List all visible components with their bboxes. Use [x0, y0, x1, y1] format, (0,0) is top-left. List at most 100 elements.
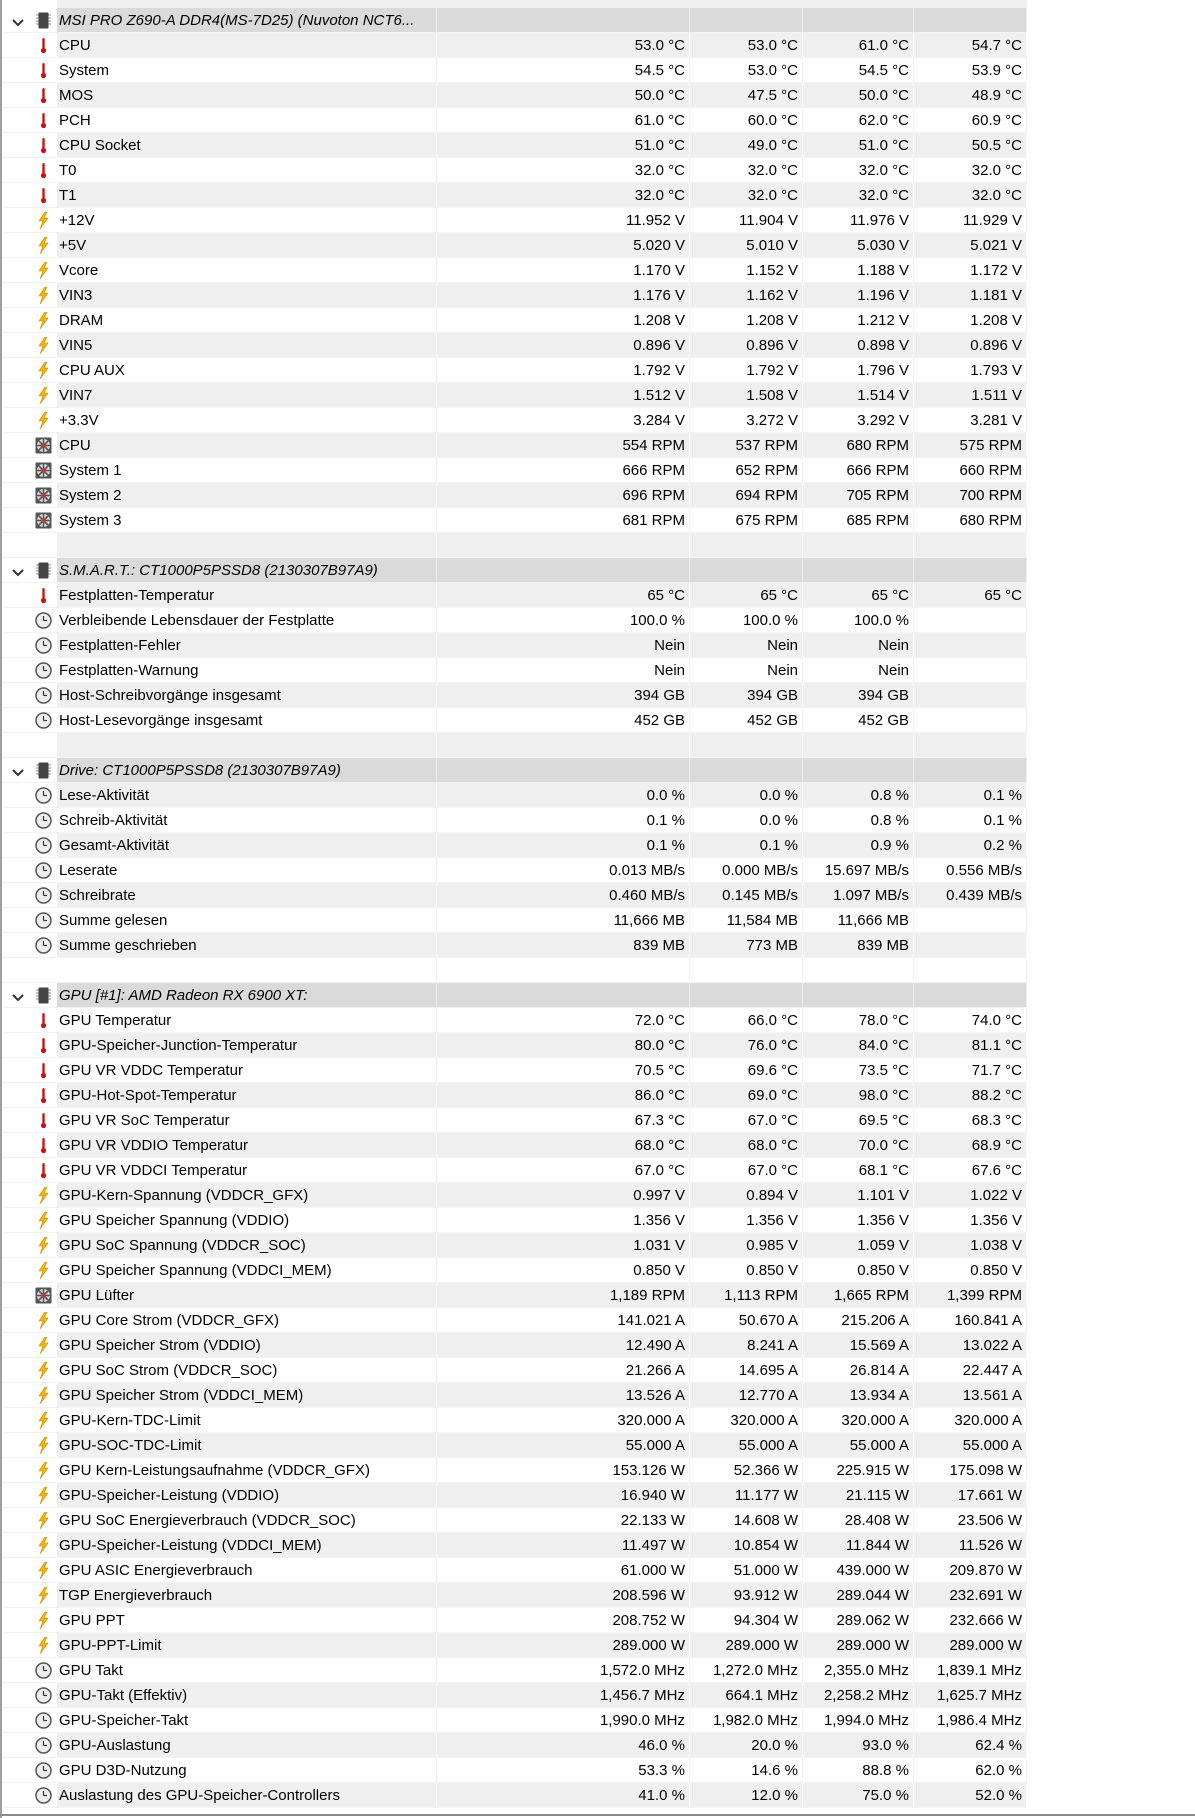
- sensor-row[interactable]: GPU Speicher Spannung (VDDIO) 1.356 V 1.35…: [2, 1208, 1027, 1233]
- sensor-row[interactable]: GPU VR VDDC Temperatur 70.5 °C 69.6 °C 73.5…: [2, 1058, 1027, 1083]
- sensor-row[interactable]: Summe gelesen 11,666 MB 11,584 MB 11,666 MB: [2, 908, 1027, 933]
- sensor-row[interactable]: Summe geschrieben 839 MB 773 MB 839 MB: [2, 933, 1027, 958]
- sensor-row[interactable]: GPU-Speicher-Junction-Temperatur 80.0 °C 7…: [2, 1033, 1027, 1058]
- sensor-row[interactable]: GPU Kern-Leistungsaufnahme (VDDCR_GFX) 15…: [2, 1458, 1027, 1483]
- sensor-row[interactable]: Schreib-Aktivität 0.1 % 0.0 % 0.8 % 0.1 %: [2, 808, 1027, 833]
- thermometer-icon: [35, 187, 52, 204]
- sensor-row[interactable]: Festplatten-Temperatur 65 °C 65 °C 65 °C 65 …: [2, 583, 1027, 608]
- sensor-name: T1: [57, 183, 437, 207]
- section-header[interactable]: Drive: CT1000P5PSSD8 (2130307B97A9): [2, 758, 1027, 783]
- chevron-down-icon[interactable]: [11, 988, 25, 1002]
- sensor-row[interactable]: CPU Socket 51.0 °C 49.0 °C 51.0 °C 50.5 °C: [2, 133, 1027, 158]
- sensor-name: Summe geschrieben: [57, 933, 437, 957]
- current-value: 0.997 V: [437, 1183, 690, 1207]
- sensor-row[interactable]: Auslastung des GPU-Speicher-Controllers 4…: [2, 1783, 1027, 1808]
- sensor-row[interactable]: CPU AUX 1.792 V 1.792 V 1.796 V 1.793 V: [2, 358, 1027, 383]
- sensor-tree[interactable]: MSI PRO Z690-A DDR4(MS-7D25) (Nuvoton NC…: [2, 8, 1027, 1808]
- lightning-icon: [35, 1336, 52, 1355]
- sensor-row[interactable]: GPU-Speicher-Takt 1,990.0 MHz 1,982.0 MHz 1…: [2, 1708, 1027, 1733]
- sensor-row[interactable]: GPU PPT 208.752 W 94.304 W 289.062 W 232.666…: [2, 1608, 1027, 1633]
- average-value: 68.3 °C: [914, 1108, 1027, 1132]
- lightning-icon: [35, 1611, 52, 1630]
- section-header[interactable]: S.M.A.R.T.: CT1000P5PSSD8 (2130307B97A9): [2, 558, 1027, 583]
- sensor-name: GPU Core Strom (VDDCR_GFX): [57, 1308, 437, 1332]
- average-value: 53.9 °C: [914, 58, 1027, 82]
- sensor-name: TGP Energieverbrauch: [57, 1583, 437, 1607]
- sensor-row[interactable]: GPU-PPT-Limit 289.000 W 289.000 W 289.000 W…: [2, 1633, 1027, 1658]
- sensor-row[interactable]: System 1 666 RPM 652 RPM 666 RPM 660 RPM: [2, 458, 1027, 483]
- sensor-row[interactable]: System 2 696 RPM 694 RPM 705 RPM 700 RPM: [2, 483, 1027, 508]
- average-value: 575 RPM: [914, 433, 1027, 457]
- sensor-row[interactable]: GPU Takt 1,572.0 MHz 1,272.0 MHz 2,355.0 MH…: [2, 1658, 1027, 1683]
- sensor-row[interactable]: GPU VR VDDCI Temperatur 67.0 °C 67.0 °C 68.…: [2, 1158, 1027, 1183]
- current-value: 0.0 %: [437, 783, 690, 807]
- sensor-row[interactable]: GPU Speicher Strom (VDDIO) 12.490 A 8.241 …: [2, 1333, 1027, 1358]
- current-value: 1.176 V: [437, 283, 690, 307]
- sensor-row[interactable]: GPU SoC Spannung (VDDCR_SOC) 1.031 V 0.985…: [2, 1233, 1027, 1258]
- sensor-row[interactable]: GPU Core Strom (VDDCR_GFX) 141.021 A 50.67…: [2, 1308, 1027, 1333]
- sensor-row[interactable]: GPU VR SoC Temperatur 67.3 °C 67.0 °C 69.5 …: [2, 1108, 1027, 1133]
- section-header[interactable]: MSI PRO Z690-A DDR4(MS-7D25) (Nuvoton NC…: [2, 8, 1027, 33]
- sensor-row[interactable]: GPU-SOC-TDC-Limit 55.000 A 55.000 A 55.000 …: [2, 1433, 1027, 1458]
- sensor-row[interactable]: Festplatten-Warnung Nein Nein Nein: [2, 658, 1027, 683]
- maximum-value: 11,666 MB: [803, 908, 914, 932]
- sensor-row[interactable]: System 54.5 °C 53.0 °C 54.5 °C 53.9 °C: [2, 58, 1027, 83]
- sensor-row[interactable]: Verbleibende Lebensdauer der Festplatte 1…: [2, 608, 1027, 633]
- sensor-row[interactable]: Festplatten-Fehler Nein Nein Nein: [2, 633, 1027, 658]
- sensor-row[interactable]: +3.3V 3.284 V 3.272 V 3.292 V 3.281 V: [2, 408, 1027, 433]
- sensor-row[interactable]: GPU-Speicher-Leistung (VDDCI_MEM) 11.497 …: [2, 1533, 1027, 1558]
- sensor-row[interactable]: GPU-Hot-Spot-Temperatur 86.0 °C 69.0 °C 98.…: [2, 1083, 1027, 1108]
- sensor-row[interactable]: Host-Schreibvorgänge insgesamt 394 GB 394 …: [2, 683, 1027, 708]
- sensor-row[interactable]: Leserate 0.013 MB/s 0.000 MB/s 15.697 MB/s 0…: [2, 858, 1027, 883]
- sensor-row[interactable]: DRAM 1.208 V 1.208 V 1.212 V 1.208 V: [2, 308, 1027, 333]
- sensor-row[interactable]: GPU VR VDDIO Temperatur 68.0 °C 68.0 °C 70.…: [2, 1133, 1027, 1158]
- sensor-row[interactable]: GPU ASIC Energieverbrauch 61.000 W 51.000 …: [2, 1558, 1027, 1583]
- sensor-row[interactable]: MOS 50.0 °C 47.5 °C 50.0 °C 48.9 °C: [2, 83, 1027, 108]
- sensor-row[interactable]: GPU-Takt (Effektiv) 1,456.7 MHz 664.1 MHz 2…: [2, 1683, 1027, 1708]
- minimum-value: 3.272 V: [690, 408, 803, 432]
- chevron-down-icon[interactable]: [11, 563, 25, 577]
- average-value: 3.281 V: [914, 408, 1027, 432]
- sensor-row[interactable]: +5V 5.020 V 5.010 V 5.030 V 5.021 V: [2, 233, 1027, 258]
- sensor-row[interactable]: TGP Energieverbrauch 208.596 W 93.912 W 289…: [2, 1583, 1027, 1608]
- sensor-row[interactable]: Lese-Aktivität 0.0 % 0.0 % 0.8 % 0.1 %: [2, 783, 1027, 808]
- lightning-icon: [35, 1636, 52, 1655]
- sensor-row[interactable]: VIN3 1.176 V 1.162 V 1.196 V 1.181 V: [2, 283, 1027, 308]
- sensor-row[interactable]: GPU Speicher Spannung (VDDCI_MEM) 0.850 V…: [2, 1258, 1027, 1283]
- sensor-row[interactable]: GPU Lüfter 1,189 RPM 1,113 RPM 1,665 RPM 1,3…: [2, 1283, 1027, 1308]
- sensor-row[interactable]: System 3 681 RPM 675 RPM 685 RPM 680 RPM: [2, 508, 1027, 533]
- sensor-row[interactable]: Schreibrate 0.460 MB/s 0.145 MB/s 1.097 MB/…: [2, 883, 1027, 908]
- chevron-down-icon[interactable]: [11, 763, 25, 777]
- minimum-value: 53.0 °C: [690, 33, 803, 57]
- section-header[interactable]: GPU [#1]: AMD Radeon RX 6900 XT:: [2, 983, 1027, 1008]
- horizontal-scrollbar-edge[interactable]: [0, 1814, 1195, 1816]
- sensor-row[interactable]: Host-Lesevorgänge insgesamt 452 GB 452 GB 4…: [2, 708, 1027, 733]
- sensor-row[interactable]: GPU SoC Strom (VDDCR_SOC) 21.266 A 14.695 …: [2, 1358, 1027, 1383]
- current-value: 1.512 V: [437, 383, 690, 407]
- average-value: 52.0 %: [914, 1783, 1027, 1807]
- sensor-row[interactable]: GPU SoC Energieverbrauch (VDDCR_SOC) 22.1…: [2, 1508, 1027, 1533]
- sensor-row[interactable]: Vcore 1.170 V 1.152 V 1.188 V 1.172 V: [2, 258, 1027, 283]
- chevron-down-icon[interactable]: [11, 13, 25, 27]
- sensor-row[interactable]: CPU 554 RPM 537 RPM 680 RPM 575 RPM: [2, 433, 1027, 458]
- sensor-row[interactable]: GPU Speicher Strom (VDDCI_MEM) 13.526 A 12…: [2, 1383, 1027, 1408]
- sensor-row[interactable]: Gesamt-Aktivität 0.1 % 0.1 % 0.9 % 0.2 %: [2, 833, 1027, 858]
- average-value: 0.896 V: [914, 333, 1027, 357]
- sensor-row[interactable]: VIN7 1.512 V 1.508 V 1.514 V 1.511 V: [2, 383, 1027, 408]
- sensor-row[interactable]: VIN5 0.896 V 0.896 V 0.898 V 0.896 V: [2, 333, 1027, 358]
- clock-icon: [35, 887, 52, 904]
- sensor-row[interactable]: PCH 61.0 °C 60.0 °C 62.0 °C 60.9 °C: [2, 108, 1027, 133]
- sensor-row[interactable]: GPU-Kern-TDC-Limit 320.000 A 320.000 A 320.…: [2, 1408, 1027, 1433]
- average-value: 0.556 MB/s: [914, 858, 1027, 882]
- average-value: 55.000 A: [914, 1433, 1027, 1457]
- sensor-row[interactable]: CPU 53.0 °C 53.0 °C 61.0 °C 54.7 °C: [2, 33, 1027, 58]
- sensor-row[interactable]: GPU-Auslastung 46.0 % 20.0 % 93.0 % 62.4 %: [2, 1733, 1027, 1758]
- sensor-row[interactable]: GPU D3D-Nutzung 53.3 % 14.6 % 88.8 % 62.0 %: [2, 1758, 1027, 1783]
- sensor-row[interactable]: +12V 11.952 V 11.904 V 11.976 V 11.929 V: [2, 208, 1027, 233]
- sensor-row[interactable]: GPU-Kern-Spannung (VDDCR_GFX) 0.997 V 0.89…: [2, 1183, 1027, 1208]
- sensor-row[interactable]: GPU-Speicher-Leistung (VDDIO) 16.940 W 11.…: [2, 1483, 1027, 1508]
- chip-icon: [35, 987, 52, 1004]
- sensor-row[interactable]: T0 32.0 °C 32.0 °C 32.0 °C 32.0 °C: [2, 158, 1027, 183]
- sensor-row[interactable]: GPU Temperatur 72.0 °C 66.0 °C 78.0 °C 74.0 …: [2, 1008, 1027, 1033]
- sensor-row[interactable]: T1 32.0 °C 32.0 °C 32.0 °C 32.0 °C: [2, 183, 1027, 208]
